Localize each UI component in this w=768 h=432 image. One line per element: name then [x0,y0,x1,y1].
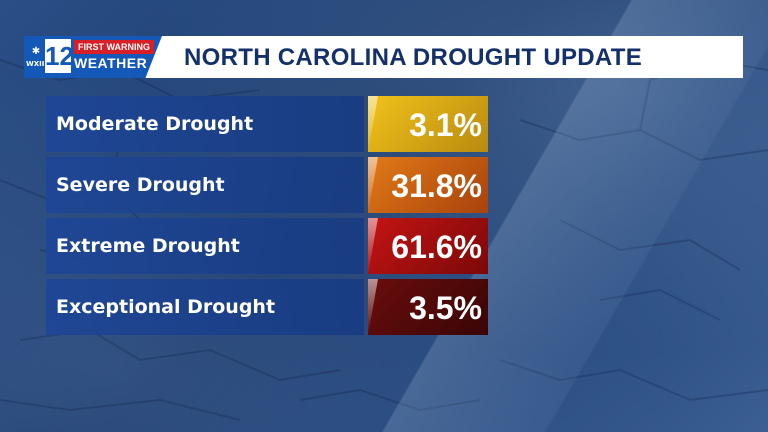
page-title: NORTH CAROLINA DROUGHT UPDATE [184,44,643,71]
title-bar-background [132,36,743,78]
row-label: Severe Drought [46,157,364,213]
station-logo: ✱ WXII 12 FIRST WARNING WEATHER [24,36,162,78]
nbc-peacock-icon: ✱ [31,46,41,57]
value-text: 31.8% [391,168,482,204]
row-value: 3.5% [368,279,488,335]
logo-brand: WEATHER [74,55,148,71]
logo-tagline: FIRST WARNING [74,40,154,54]
drought-row-moderate: Moderate Drought 3.1% [46,96,488,152]
glint-decoration [368,279,378,335]
row-value: 61.6% [368,218,488,274]
drought-row-exceptional: Exceptional Drought 3.5% [46,279,488,335]
glint-decoration [368,218,378,274]
glint-decoration [368,157,378,213]
value-text: 3.5% [409,290,482,326]
logo-callsign: WXII [26,60,45,68]
value-text: 61.6% [391,229,482,265]
logo-channel-number: 12 [45,39,74,73]
row-label: Extreme Drought [46,218,364,274]
title-bar: ✱ WXII 12 FIRST WARNING WEATHER NORTH CA… [24,36,743,78]
row-value: 31.8% [368,157,488,213]
drought-row-extreme: Extreme Drought 61.6% [46,218,488,274]
glint-decoration [368,96,378,152]
row-label: Moderate Drought [46,96,364,152]
row-label: Exceptional Drought [46,279,364,335]
row-value: 3.1% [368,96,488,152]
value-text: 3.1% [409,107,482,143]
drought-row-severe: Severe Drought 31.8% [46,157,488,213]
